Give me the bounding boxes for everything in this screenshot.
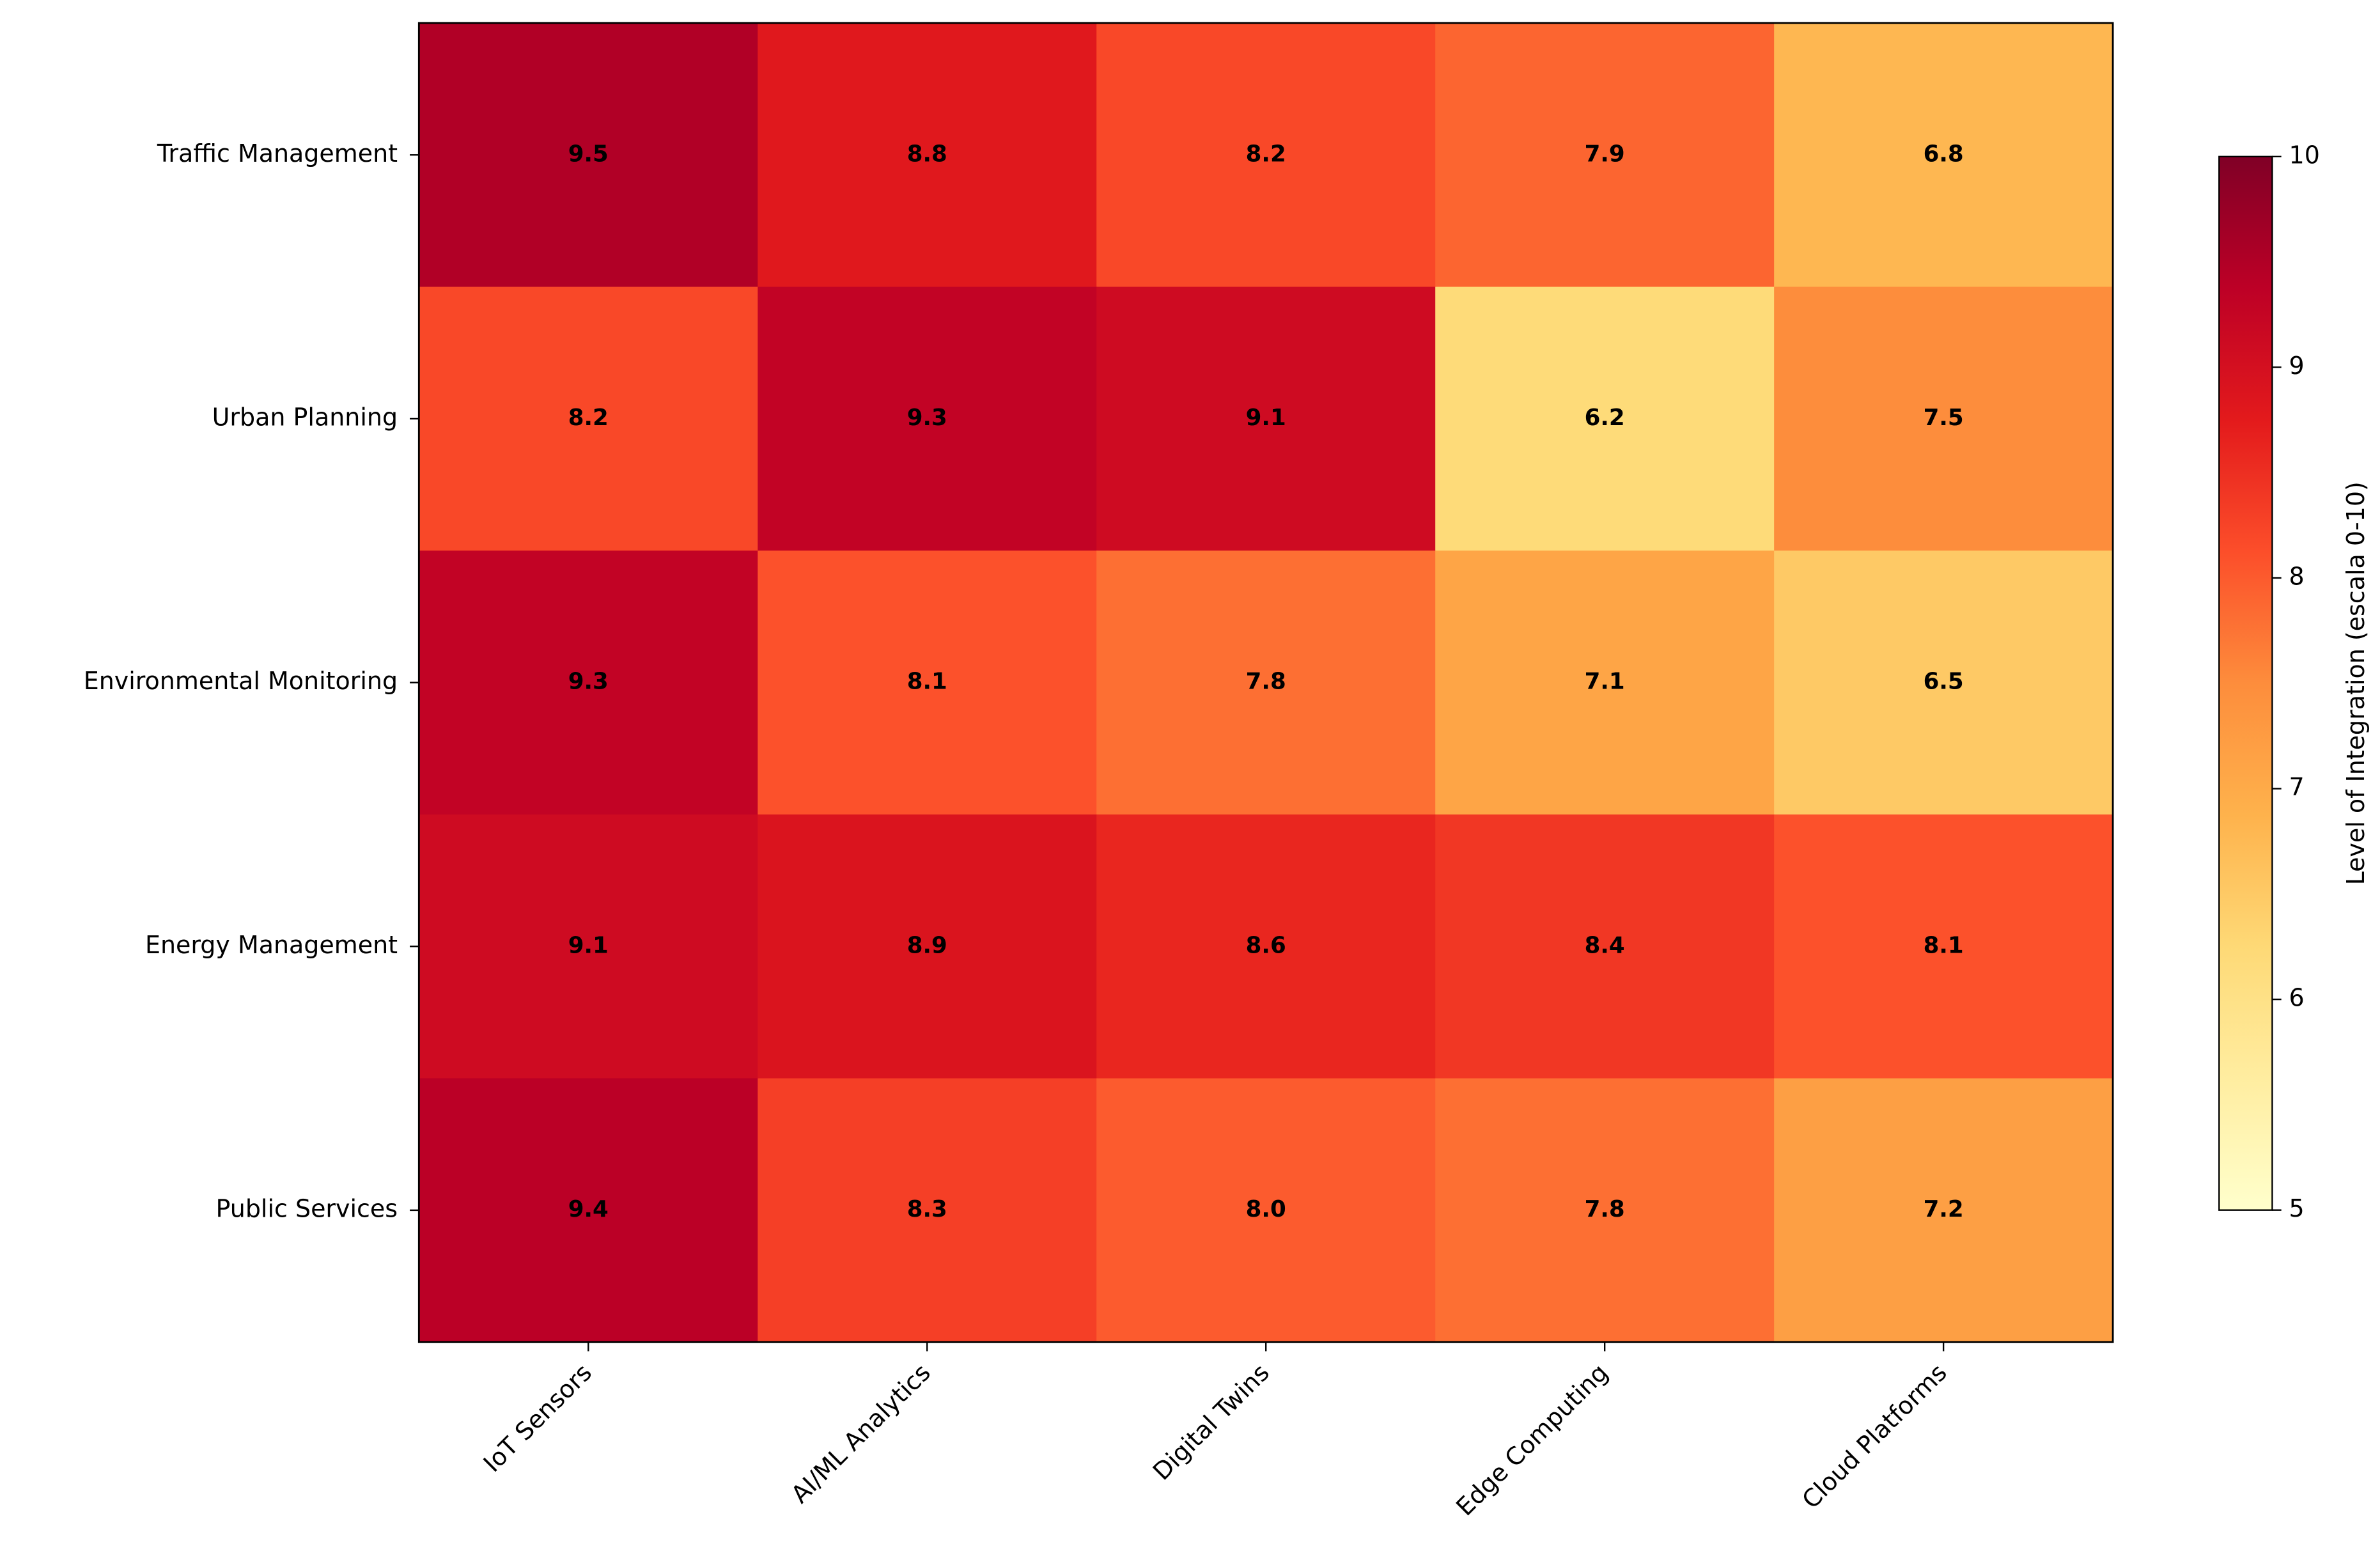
colorbar-tick-label: 9 bbox=[2289, 352, 2305, 380]
heatmap-cell bbox=[1774, 22, 2114, 288]
cell-label: 7.8 bbox=[1246, 669, 1286, 695]
heatmap-cell bbox=[1096, 550, 1436, 816]
x-tick-label: Cloud Platforms bbox=[1796, 1359, 1952, 1515]
cell-label: 7.2 bbox=[1924, 1196, 1964, 1222]
cell-label: 8.4 bbox=[1585, 932, 1625, 958]
heatmap-cell bbox=[1096, 1078, 1436, 1343]
cell-label: 7.9 bbox=[1585, 141, 1625, 167]
colorbar-label: Level of Integration (escala 0-10) bbox=[2342, 481, 2370, 885]
y-tick-label: Urban Planning bbox=[212, 403, 398, 431]
heatmap-cell bbox=[758, 550, 1098, 816]
heatmap-cell bbox=[1435, 814, 1775, 1079]
cell-label: 6.5 bbox=[1924, 669, 1964, 695]
heatmap-cell bbox=[1774, 1078, 2114, 1343]
cell-label: 8.0 bbox=[1246, 1196, 1286, 1222]
heatmap-cell bbox=[758, 22, 1098, 288]
heatmap-cell bbox=[1435, 286, 1775, 552]
cell-label: 8.9 bbox=[907, 932, 947, 958]
cell-label: 9.1 bbox=[1246, 405, 1286, 431]
x-tick-label: Edge Computing bbox=[1451, 1359, 1614, 1522]
heatmap-cell bbox=[758, 814, 1098, 1079]
heatmap-cell bbox=[419, 22, 759, 288]
heatmap-cell bbox=[1774, 814, 2114, 1079]
colorbar-tick-label: 8 bbox=[2289, 563, 2305, 591]
heatmap-cell bbox=[758, 1078, 1098, 1343]
cell-label: 7.1 bbox=[1585, 669, 1625, 695]
cell-label: 8.8 bbox=[907, 141, 947, 167]
heatmap-cell bbox=[1435, 1078, 1775, 1343]
cell-label: 6.8 bbox=[1924, 141, 1964, 167]
heatmap-cell bbox=[1774, 286, 2114, 552]
colorbar-tick-label: 7 bbox=[2289, 773, 2305, 801]
cell-label: 8.1 bbox=[1924, 932, 1964, 958]
x-tick-label: Digital Twins bbox=[1147, 1359, 1275, 1486]
cell-label: 8.1 bbox=[907, 669, 947, 695]
heatmap-cell bbox=[1435, 550, 1775, 816]
heatmap-cell bbox=[1096, 814, 1436, 1079]
cell-label: 9.4 bbox=[568, 1196, 609, 1222]
cell-label: 8.6 bbox=[1246, 932, 1286, 958]
x-tick-label: AI/ML Analytics bbox=[786, 1359, 936, 1509]
cell-label: 6.2 bbox=[1585, 405, 1625, 431]
heatmap-cell bbox=[1096, 286, 1436, 552]
cell-label: 9.3 bbox=[568, 669, 609, 695]
heatmap-cell bbox=[1774, 550, 2114, 816]
colorbar bbox=[2218, 155, 2273, 1211]
heatmap-cell bbox=[1435, 22, 1775, 288]
y-tick-label: Traffic Management bbox=[157, 139, 398, 168]
heatmap-cell bbox=[419, 1078, 759, 1343]
colorbar-tick-label: 5 bbox=[2289, 1194, 2305, 1222]
cell-label: 9.1 bbox=[568, 932, 609, 958]
cell-label: 8.2 bbox=[568, 405, 609, 431]
cell-label: 9.5 bbox=[568, 141, 609, 167]
cell-label: 8.2 bbox=[1246, 141, 1286, 167]
cell-label: 7.5 bbox=[1924, 405, 1964, 431]
cell-label: 9.3 bbox=[907, 405, 947, 431]
colorbar-tick-label: 6 bbox=[2289, 984, 2305, 1012]
y-tick-label: Environmental Monitoring bbox=[84, 667, 398, 695]
cell-label: 8.3 bbox=[907, 1196, 947, 1222]
colorbar-tick-label: 10 bbox=[2289, 141, 2320, 169]
heatmap-cell bbox=[419, 550, 759, 816]
cell-label: 7.8 bbox=[1585, 1196, 1625, 1222]
heatmap-cell bbox=[419, 814, 759, 1079]
y-tick-label: Public Services bbox=[216, 1194, 398, 1222]
heatmap-cell bbox=[1096, 22, 1436, 288]
x-tick-label: IoT Sensors bbox=[478, 1359, 597, 1477]
heatmap-cells bbox=[419, 22, 2114, 1343]
heatmap-cell bbox=[758, 286, 1098, 552]
heatmap-cell bbox=[419, 286, 759, 552]
y-tick-label: Energy Management bbox=[145, 931, 398, 959]
